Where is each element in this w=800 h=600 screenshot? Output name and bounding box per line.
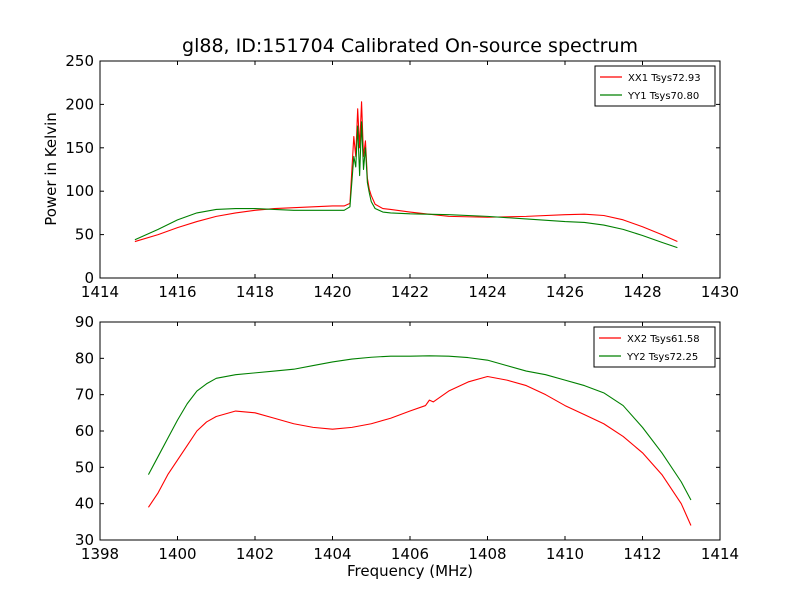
bottom-xtick-label: 1408	[468, 545, 506, 563]
bottom-chart-xlabel: Frequency (MHz)	[347, 562, 473, 580]
bottom-xtick-label: 1404	[313, 545, 351, 563]
top-xtick-label: 1428	[623, 283, 661, 301]
top-xtick-label: 1420	[313, 283, 351, 301]
top-chart: gl88, ID:151704 Calibrated On-source spe…	[42, 35, 739, 301]
bottom-series-line-1	[147, 375, 692, 526]
top-legend-label-1: XX1 Tsys72.93	[628, 73, 701, 84]
top-xtick-label: 1422	[391, 283, 429, 301]
bottom-ytick-label: 60	[75, 422, 94, 440]
top-xtick-label: 1424	[468, 283, 506, 301]
top-xtick-label: 1418	[236, 283, 274, 301]
top-ytick-label: 250	[65, 52, 94, 70]
bottom-ytick-label: 70	[75, 386, 94, 404]
top-xtick-label: 1416	[158, 283, 196, 301]
top-legend-label-2: YY1 Tsys70.80	[627, 91, 699, 102]
top-chart-ylabel: Power in Kelvin	[42, 112, 60, 226]
bottom-xtick-label: 1402	[236, 545, 274, 563]
top-ytick-label: 200	[65, 95, 94, 113]
top-series-line-2	[134, 121, 678, 249]
top-ytick-label: 150	[65, 139, 94, 157]
bottom-xtick-label: 1414	[701, 545, 739, 563]
top-legend-box	[594, 65, 716, 107]
top-plot-area: 1414 1416 1418 1420 1422 1424 1426 1428 1430 0 50 1…	[65, 52, 739, 301]
top-ytick-label: 0	[84, 269, 94, 287]
bottom-xtick-label: 1406	[391, 545, 429, 563]
bottom-plot-area: 1398 1400 1402 1404 1406 1408 1410 1412 1414 30 40…	[75, 313, 739, 563]
top-xtick-label: 1426	[546, 283, 584, 301]
bottom-xtick-label: 1400	[158, 545, 196, 563]
bottom-ytick-label: 50	[75, 458, 94, 476]
bottom-legend-label-2: YY2 Tsys72.25	[626, 352, 698, 363]
bottom-xtick-label: 1398	[81, 545, 119, 563]
bottom-ytick-label: 80	[75, 349, 94, 367]
bottom-legend: XX2 Tsys61.58 YY2 Tsys72.25	[593, 326, 716, 368]
bottom-ytick-label: 40	[75, 495, 94, 513]
top-chart-title: gl88, ID:151704 Calibrated On-source spe…	[182, 35, 638, 57]
bottom-chart: Frequency (MHz) 1398 1400 1402 1404 1406 1408…	[75, 313, 739, 580]
bottom-series-line-2	[147, 355, 692, 501]
bottom-xtick-label: 1412	[623, 545, 661, 563]
bottom-ytick-label: 30	[75, 531, 94, 549]
top-ytick-label: 50	[75, 226, 94, 244]
bottom-legend-box	[593, 326, 716, 368]
bottom-legend-label-1: XX2 Tsys61.58	[627, 334, 700, 345]
bottom-xtick-label: 1410	[546, 545, 584, 563]
top-ytick-label: 100	[65, 182, 94, 200]
top-xtick-label: 1414	[81, 283, 119, 301]
bottom-ytick-label: 90	[75, 313, 94, 331]
top-legend: XX1 Tsys72.93 YY1 Tsys70.80	[594, 65, 716, 107]
top-xtick-label: 1430	[701, 283, 739, 301]
